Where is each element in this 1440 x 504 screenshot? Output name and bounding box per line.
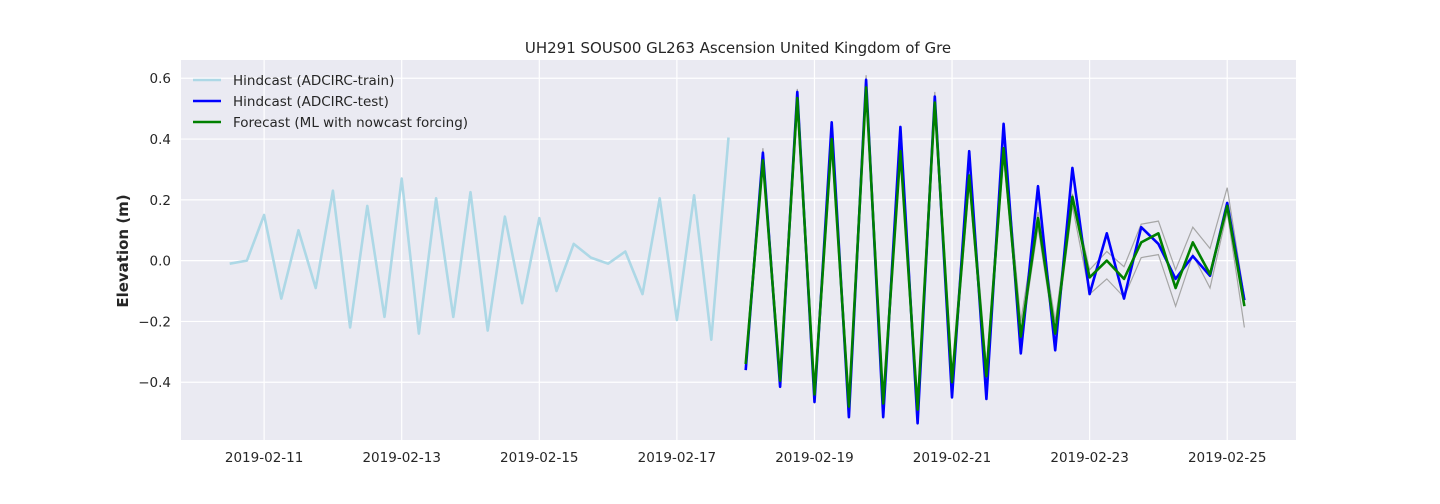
grid — [181, 60, 1296, 440]
x-tick-label: 2019-02-23 — [1050, 450, 1128, 466]
series-lines — [229, 78, 1246, 425]
y-tick-label: 0.4 — [150, 132, 171, 148]
legend-label-0: Hindcast (ADCIRC-train) — [233, 73, 394, 89]
x-tick-label: 2019-02-15 — [500, 450, 578, 466]
x-tick-label: 2019-02-21 — [913, 450, 991, 466]
legend-label-1: Hindcast (ADCIRC-test) — [233, 94, 389, 110]
x-tick-label: 2019-02-13 — [362, 450, 440, 466]
series-line-0 — [229, 137, 730, 342]
x-tick-labels: 2019-02-11 2019-02-13 2019-02-15 2019-02-17… — [225, 450, 1267, 466]
legend: Hindcast (ADCIRC-train) Hindcast (ADCIRC-… — [193, 73, 468, 131]
y-axis-label: Elevation (m) — [114, 194, 132, 307]
series-line-2 — [744, 86, 1246, 411]
chart-title: UH291 SOUS00 GL263 Ascension United King… — [525, 39, 951, 57]
y-tick-label: 0.0 — [150, 254, 171, 270]
y-tick-labels: −0.4 −0.2 0.0 0.2 0.4 0.6 — [138, 71, 171, 391]
y-tick-label: 0.6 — [150, 71, 171, 87]
x-tick-label: 2019-02-25 — [1188, 450, 1266, 466]
legend-label-2: Forecast (ML with nowcast forcing) — [233, 115, 468, 131]
x-tick-label: 2019-02-17 — [638, 450, 716, 466]
y-tick-label: −0.2 — [138, 314, 171, 330]
x-tick-label: 2019-02-11 — [225, 450, 303, 466]
x-tick-label: 2019-02-19 — [775, 450, 853, 466]
y-tick-label: −0.4 — [138, 375, 171, 391]
y-tick-label: 0.2 — [150, 193, 171, 209]
